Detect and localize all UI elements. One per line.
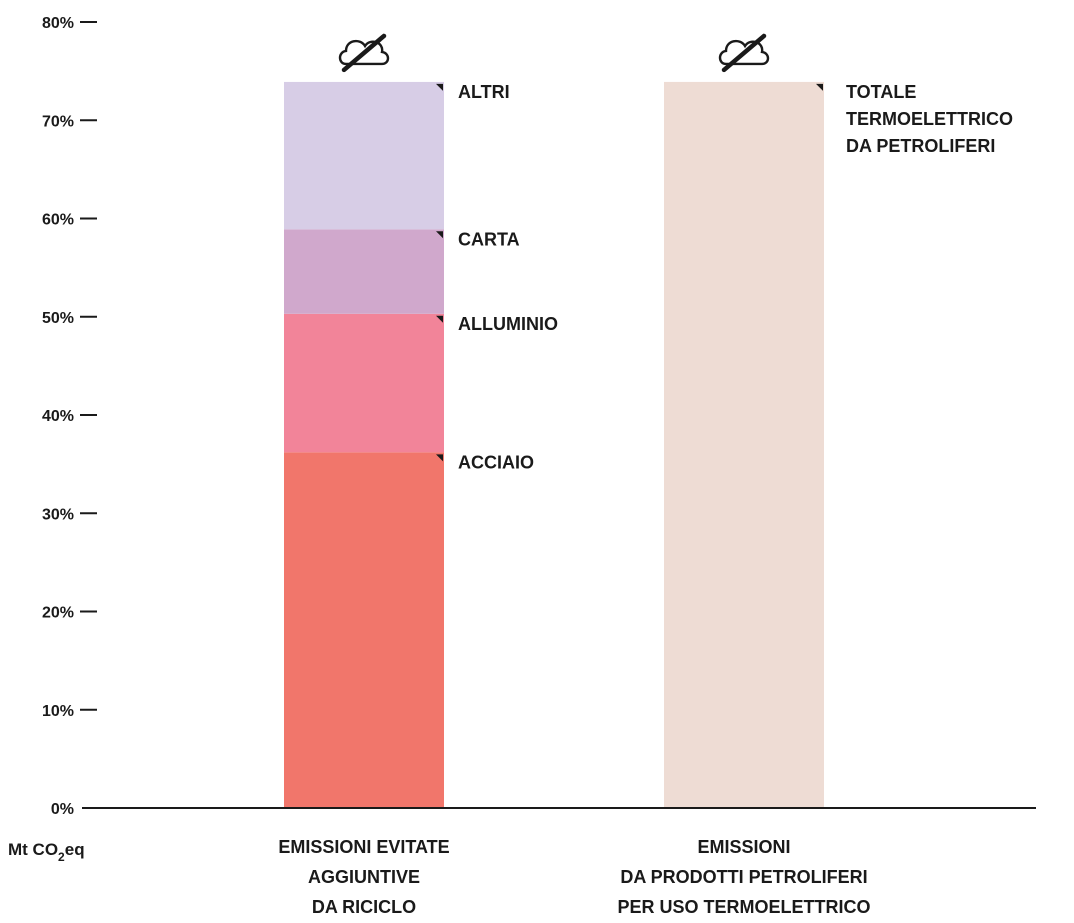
- segment-label: ALLUMINIO: [458, 314, 558, 334]
- segment-marker: [436, 454, 443, 462]
- y-tick-label: 60%: [42, 212, 74, 229]
- segment-label: TERMOELETTRICO: [846, 109, 1013, 129]
- category-labels: EMISSIONI EVITATE AGGIUNTIVE DA RICICLO EMI…: [278, 837, 870, 917]
- segment-labels: ACCIAIO ALLUMINIO CARTA ALTRI TOTALE TERMOELE…: [436, 82, 1013, 472]
- y-tick-label: 80%: [42, 15, 74, 32]
- segment-label: DA PETROLIFERI: [846, 136, 995, 156]
- bar-segment: [284, 81, 444, 230]
- bar-segment: [664, 81, 824, 809]
- bar-segment: [284, 229, 444, 314]
- category-label: AGGIUNTIVE: [308, 867, 420, 887]
- segment-marker: [436, 83, 443, 91]
- y-axis: 0% 10% 20% 30% 40% 50% 60% 70% 80%: [42, 15, 97, 818]
- segment-label: CARTA: [458, 229, 520, 249]
- y-tick-label: 40%: [42, 408, 74, 425]
- y-tick-label: 20%: [42, 605, 74, 622]
- icons: [338, 33, 770, 73]
- y-unit-label: Mt CO2eq: [8, 840, 85, 864]
- y-tick-label: 0%: [51, 801, 74, 818]
- category-label: PER USO TERMOELETTRICO: [617, 897, 870, 917]
- category-label: EMISSIONI: [697, 837, 790, 857]
- segment-marker: [816, 83, 823, 91]
- y-tick-label: 50%: [42, 310, 74, 327]
- crossed-out-cloud-icon: [718, 33, 770, 73]
- category-label: DA PRODOTTI PETROLIFERI: [620, 867, 867, 887]
- category-label: EMISSIONI EVITATE: [278, 837, 449, 857]
- segment-marker: [436, 231, 443, 239]
- y-tick-label: 30%: [42, 506, 74, 523]
- crossed-out-cloud-icon: [338, 33, 390, 73]
- bar-segment: [284, 313, 444, 453]
- y-tick-label: 70%: [42, 113, 74, 130]
- segment-marker: [436, 315, 443, 323]
- category-label: DA RICICLO: [312, 897, 416, 917]
- bars: [284, 81, 824, 809]
- bar-segment: [284, 452, 444, 808]
- y-tick-label: 10%: [42, 703, 74, 720]
- segment-label: ACCIAIO: [458, 452, 534, 472]
- segment-label: ALTRI: [458, 82, 510, 102]
- segment-label: TOTALE: [846, 82, 916, 102]
